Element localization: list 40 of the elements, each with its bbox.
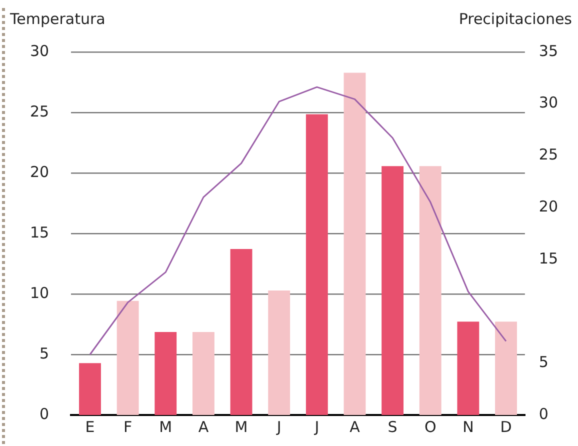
x-tick-label: F: [123, 418, 132, 436]
bar: [495, 322, 517, 415]
bar: [192, 332, 214, 415]
x-tick-label: S: [388, 418, 398, 436]
bar: [79, 363, 101, 415]
bar: [382, 166, 404, 415]
y2-tick-label: 20: [538, 197, 558, 216]
bar: [344, 72, 366, 415]
x-tick-label: N: [462, 418, 474, 436]
y2-tick-label: 5: [538, 353, 548, 372]
bar: [154, 332, 177, 415]
y-tick-label: 10: [30, 284, 50, 302]
y2-tick-label: 30: [538, 94, 558, 112]
y2-tick-label: 15: [538, 249, 558, 268]
x-tick-label: O: [424, 418, 436, 436]
x-tick-label: A: [198, 418, 210, 436]
y-tick-label: 20: [30, 162, 50, 181]
x-tick-label: J: [276, 418, 282, 436]
y-tick-label: 15: [30, 223, 50, 242]
y2-axis-title: Precipitaciones: [458, 10, 572, 28]
y-tick-label: 30: [30, 42, 50, 60]
y-axis-title: Temperatura: [10, 10, 106, 28]
x-tick-label: A: [350, 418, 361, 436]
x-tick-label: E: [85, 418, 95, 436]
y-tick-label: 0: [40, 404, 50, 423]
y2-tick-label: 25: [538, 146, 558, 164]
y-tick-label: 5: [40, 344, 50, 362]
bar: [419, 166, 442, 415]
bar: [268, 290, 290, 415]
y2-tick-label: 0: [538, 404, 548, 423]
bar: [306, 114, 328, 415]
y2-tick-label: 35: [538, 42, 558, 60]
bar: [116, 300, 139, 415]
x-tick-label: J: [314, 418, 320, 436]
x-tick-label: M: [159, 418, 172, 436]
bar: [230, 249, 252, 415]
bar: [457, 322, 480, 415]
x-tick-label: D: [500, 418, 512, 436]
y-tick-label: 25: [30, 102, 50, 120]
x-tick-label: M: [234, 418, 248, 436]
